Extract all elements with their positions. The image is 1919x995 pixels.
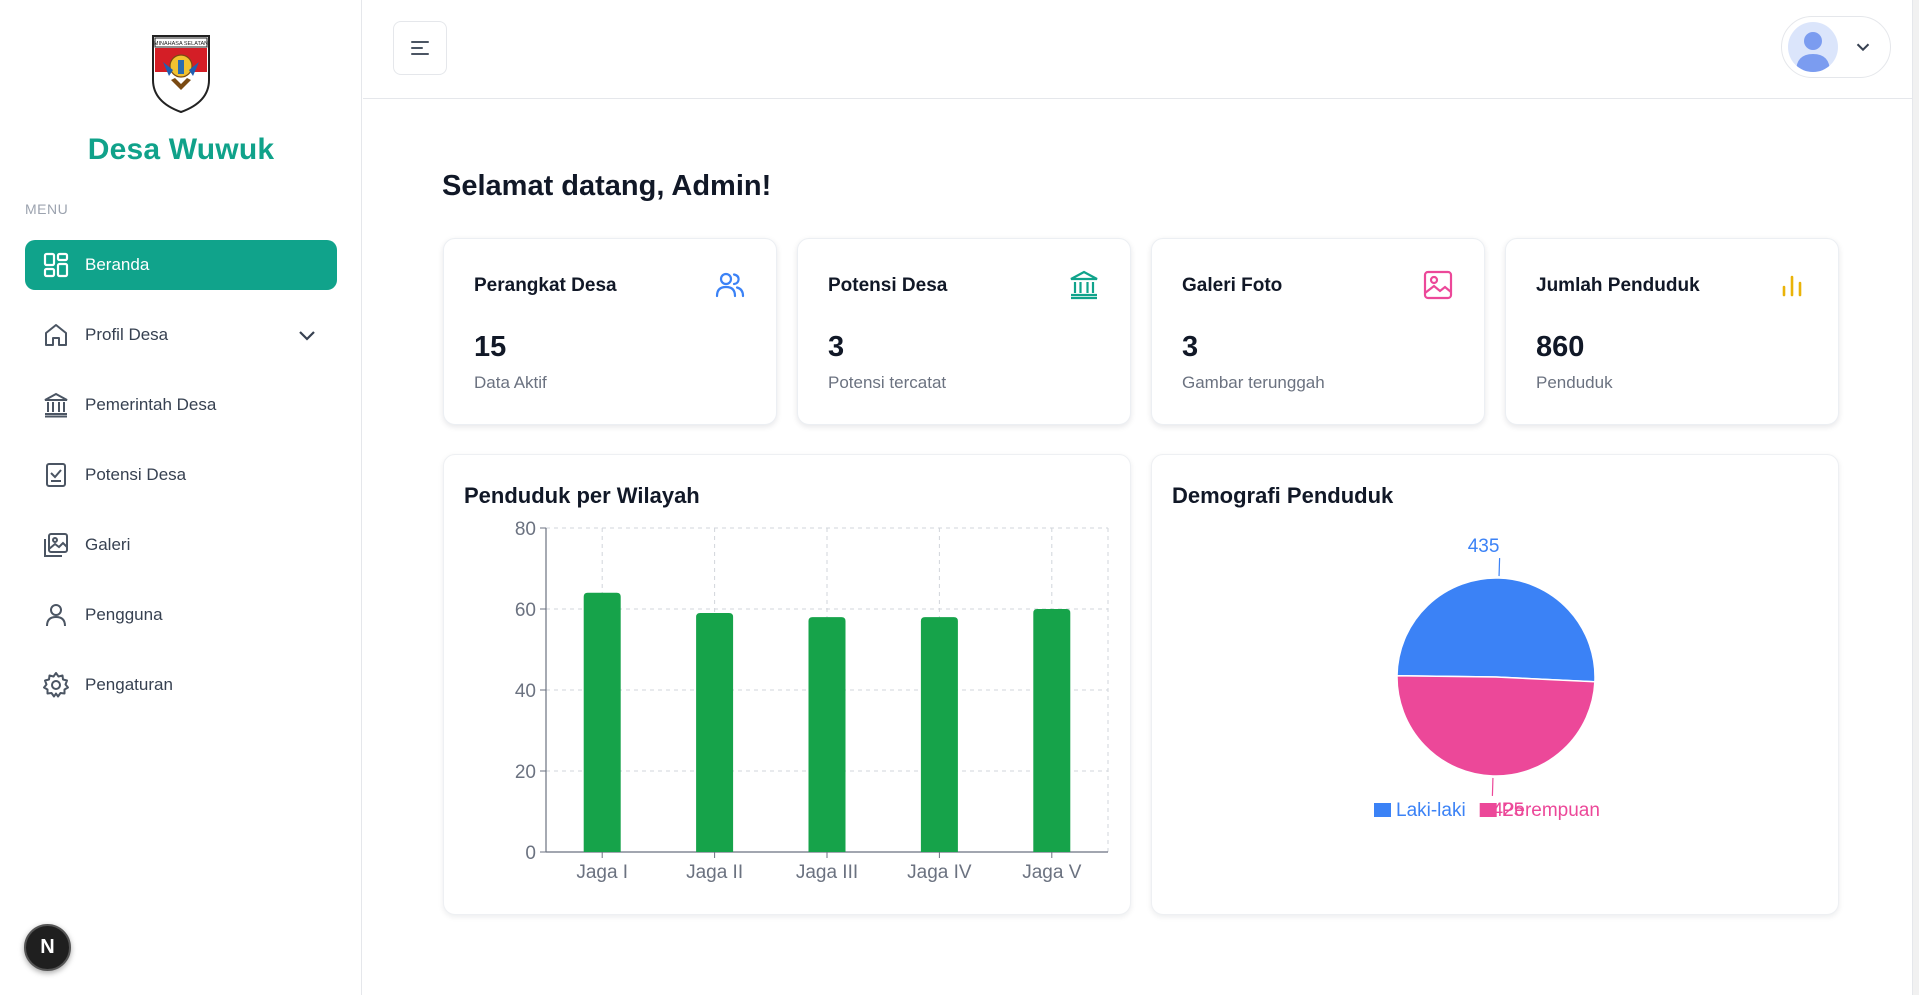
checklist-icon [41,460,71,490]
pie-slice-perempuan [1396,675,1596,777]
chart-panel-wilayah: Penduduk per Wilayah 0 20 40 60 80 Jaga I Jaga… [443,454,1131,915]
menu-label: MENU [25,201,69,217]
bar-jaga-iv [920,617,958,852]
image-icon [1423,270,1453,300]
chevron-down-icon[interactable] [295,323,319,347]
user-icon [41,600,71,630]
pie-chart: 435 425 Laki-laki Perempuan [1374,536,1600,821]
grid-icon [41,250,71,280]
card-subtitle: Gambar terunggah [1182,373,1325,392]
x-tick-label: Jaga IV [907,862,972,883]
avatar-icon [1788,22,1838,72]
sidebar-item-label: Pemerintah Desa [85,395,217,414]
sidebar-item-label: Potensi Desa [85,465,187,484]
gear-icon [41,670,71,700]
card-value: 3 [828,331,845,363]
stat-card-galeri: Galeri Foto 3 Gambar terunggah [1151,238,1485,425]
sidebar-item-label: Galeri [85,535,131,554]
sidebar-item-label: Profil Desa [85,325,169,344]
sidebar-item-pengaturan[interactable]: Pengaturan [25,660,337,710]
card-value: 3 [1182,331,1199,363]
card-title: Galeri Foto [1182,275,1283,296]
legend-label: Laki-laki [1396,800,1466,821]
sidebar-item-beranda[interactable]: Beranda [25,240,337,290]
legend-swatch [1374,803,1391,817]
bar-jaga-iii [808,617,846,852]
bank-icon [41,390,71,420]
sidebar-item-pengguna[interactable]: Pengguna [25,590,337,640]
legend-swatch [1479,803,1497,817]
logo-area: MINAHASA SELATAN Desa Wuwuk [0,32,362,167]
bar-jaga-ii [696,613,734,852]
bar-jaga-v [1033,609,1071,852]
next-dev-badge[interactable]: N [24,924,71,971]
bar-chart: 0 20 40 60 80 Jaga I Jaga II Jaga III Jaga IV Jag… [515,519,1109,883]
welcome-heading: Selamat datang, Admin! [442,170,772,202]
user-menu-button[interactable] [1781,16,1891,78]
y-tick-label: 60 [515,600,536,621]
sidebar-item-profil-desa[interactable]: Profil Desa [25,310,337,360]
top-header [363,0,1919,99]
sidebar-nav: Beranda Profil Desa Pemerintah Desa [25,240,337,730]
svg-text:MINAHASA SELATAN: MINAHASA SELATAN [154,41,208,47]
chevron-down-icon [1856,43,1870,52]
card-value: 860 [1536,331,1585,363]
y-tick-label: 40 [515,681,536,702]
chart-panel-demografi: Demografi Penduduk 435 425 Laki-laki Peremp… [1151,454,1839,915]
sidebar-item-pemerintah-desa[interactable]: Pemerintah Desa [25,380,337,430]
bank-icon [1070,270,1098,300]
x-tick-label: Jaga V [1022,862,1081,883]
hamburger-icon [411,41,429,55]
sidebar-item-label: Beranda [85,255,150,274]
sidebar-item-galeri[interactable]: Galeri [25,520,337,570]
card-subtitle: Penduduk [1536,373,1613,392]
sidebar: MINAHASA SELATAN Desa Wuwuk MENU Beranda [0,0,362,995]
users-icon [715,272,745,298]
brand-name: Desa Wuwuk [87,133,275,166]
hamburger-button[interactable] [393,21,447,75]
pie-leader-line [1491,777,1494,796]
bar-chart-icon [1782,275,1802,297]
stat-card-perangkat: Perangkat Desa 15 Data Aktif [443,238,777,425]
sidebar-item-label: Pengguna [85,605,163,624]
pie-leader-line [1498,558,1501,577]
sidebar-item-potensi-desa[interactable]: Potensi Desa [25,450,337,500]
stat-card-potensi: Potensi Desa 3 Potensi tercatat [797,238,1131,425]
x-tick-label: Jaga III [796,862,858,883]
pie-slice-laki-laki [1396,577,1596,683]
y-tick-label: 20 [515,762,536,783]
pie-value-label: 435 [1468,536,1500,557]
y-tick-label: 80 [515,519,536,540]
x-tick-label: Jaga II [686,862,743,883]
chart-title: Penduduk per Wilayah [464,483,700,508]
card-value: 15 [474,331,507,363]
gallery-icon [41,530,71,560]
x-tick-label: Jaga I [576,862,628,883]
card-subtitle: Data Aktif [474,373,547,392]
stat-card-penduduk: Jumlah Penduduk 860 Penduduk [1505,238,1839,425]
sidebar-item-label: Pengaturan [85,675,173,694]
legend-label: Perempuan [1502,800,1600,821]
chart-title: Demografi Penduduk [1172,483,1394,508]
card-title: Jumlah Penduduk [1536,275,1700,296]
card-subtitle: Potensi tercatat [828,373,947,392]
page-scrollbar[interactable] [1912,0,1919,995]
pie-value-label: 425 [1493,800,1525,821]
card-title: Perangkat Desa [474,275,617,296]
card-title: Potensi Desa [828,275,948,296]
home-icon [41,320,71,350]
y-tick-label: 0 [525,843,536,864]
bar-jaga-i [583,592,621,852]
crest-logo: MINAHASA SELATAN [152,35,210,114]
